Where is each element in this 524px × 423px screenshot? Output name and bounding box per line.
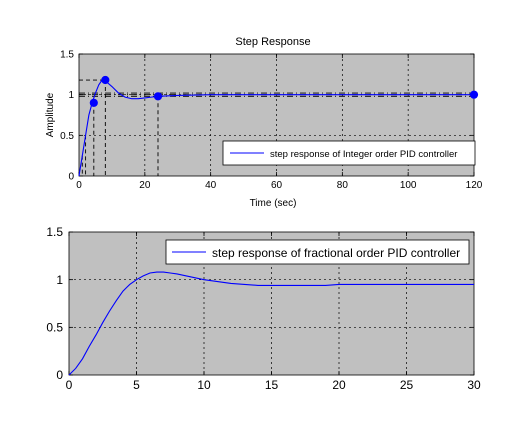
- series-lines: [68, 271, 474, 376]
- legend: step response of fractional order PID co…: [165, 239, 470, 265]
- x-tick-label: 25: [400, 378, 414, 392]
- chart-title: Step Response: [235, 36, 310, 48]
- x-tick-label: 5: [133, 378, 140, 392]
- x-tick-label: 60: [271, 180, 283, 191]
- x-tick-label: 20: [139, 180, 151, 191]
- x-tick-label: 0: [66, 378, 73, 392]
- y-axis-label: Amplitude: [45, 92, 56, 137]
- data-marker: [101, 75, 110, 85]
- x-tick-label: 20: [332, 378, 346, 392]
- markers: [89, 75, 479, 107]
- x-axis-ticks: 0 5 10 15 20 25 30: [66, 232, 481, 392]
- series-lines: [78, 79, 474, 177]
- y-axis-ticks: 0 0.5 1 1.5: [46, 225, 474, 382]
- legend-label: step response of fractional order PID co…: [212, 246, 460, 260]
- y-tick-label: 1.5: [46, 225, 63, 239]
- x-tick-label: 30: [467, 378, 481, 392]
- series-line: [68, 271, 474, 376]
- y-tick-label: 0.5: [60, 131, 74, 142]
- y-tick-label: 1.5: [60, 50, 74, 61]
- data-marker: [153, 92, 163, 101]
- x-axis-ticks: 0 20 40 60 80 100 120: [76, 54, 483, 191]
- x-tick-label: 10: [197, 378, 211, 392]
- y-tick-label: 0.5: [46, 321, 63, 335]
- data-marker: [469, 90, 479, 99]
- grid: [69, 232, 474, 375]
- x-axis-label: Time (sec): [250, 198, 297, 209]
- legend: step response of Integer order PID contr…: [222, 140, 476, 166]
- x-tick-label: 15: [265, 378, 279, 392]
- x-tick-label: 120: [466, 180, 483, 191]
- data-marker: [89, 98, 98, 107]
- chart-step-response-integer: Step Response 0 20 40 60 80 100 120 0 0.5 1 1.5 T…: [45, 36, 483, 209]
- x-tick-label: 100: [400, 180, 417, 191]
- legend-label: step response of Integer order PID contr…: [270, 149, 457, 160]
- x-tick-label: 80: [337, 180, 349, 191]
- chart-step-response-fractional: 0 5 10 15 20 25 30 0 0.5 1 1.5 step response of f…: [46, 225, 481, 392]
- y-tick-label: 0: [56, 368, 63, 382]
- series-line: [78, 79, 474, 177]
- legend-box: [222, 140, 476, 166]
- x-tick-label: 40: [205, 180, 217, 191]
- y-axis-ticks: 0 0.5 1 1.5: [60, 50, 474, 183]
- y-tick-label: 0: [68, 172, 74, 183]
- legend-box: [165, 239, 470, 265]
- y-tick-label: 1: [68, 90, 74, 101]
- y-tick-label: 1: [56, 273, 63, 287]
- x-tick-label: 0: [76, 180, 82, 191]
